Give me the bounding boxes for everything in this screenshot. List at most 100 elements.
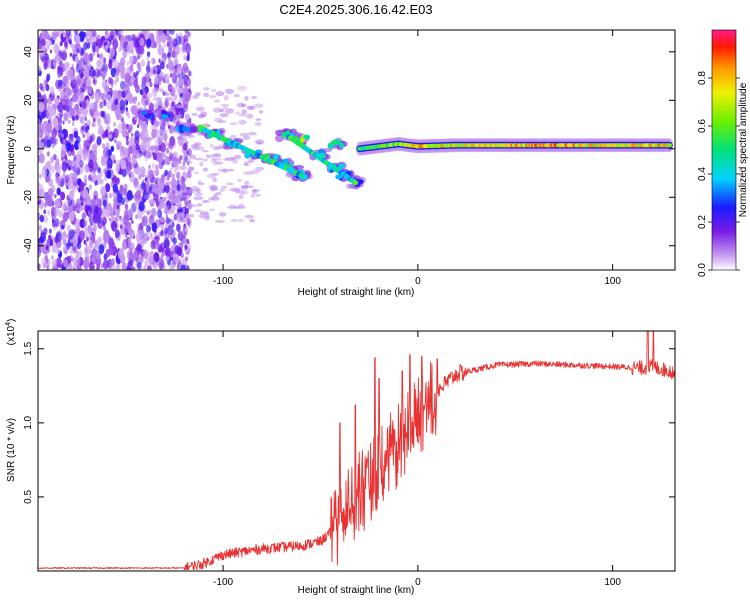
noise-cell — [186, 238, 190, 245]
noise-cell — [101, 211, 104, 216]
noise-cell — [186, 55, 190, 62]
noise-cell — [167, 83, 173, 93]
noise-cell — [177, 64, 182, 72]
noise-cell — [178, 180, 186, 183]
noise-cell — [127, 238, 131, 244]
noise-cell — [215, 91, 225, 97]
noise-cell — [153, 251, 160, 263]
noise-cell — [178, 206, 183, 213]
ridge-cell — [318, 149, 325, 154]
noise-cell — [63, 259, 68, 268]
noise-cell — [121, 90, 127, 99]
noise-cell — [179, 78, 185, 88]
noise-cell — [193, 196, 204, 201]
noise-cell — [53, 155, 56, 160]
noise-cell — [46, 151, 50, 157]
noise-cell — [135, 96, 138, 101]
noise-cell — [66, 142, 72, 152]
noise-cell — [172, 237, 177, 245]
noise-cell — [195, 106, 205, 112]
noise-cell — [183, 223, 186, 228]
noise-cell — [125, 109, 129, 116]
noise-cell — [137, 101, 140, 106]
noise-cell — [233, 154, 242, 160]
noise-cell — [106, 158, 113, 170]
noise-cell — [83, 42, 88, 51]
noise-cell — [78, 30, 85, 42]
noise-cell — [128, 124, 133, 132]
noise-cell — [68, 150, 71, 156]
noise-cell — [102, 199, 107, 207]
noise-cell — [148, 164, 151, 170]
noise-cell — [75, 250, 80, 258]
noise-cell — [119, 253, 126, 264]
noise-cell — [158, 58, 161, 63]
noise-cell — [43, 214, 49, 224]
noise-cell — [140, 47, 145, 55]
ridge-cell — [331, 139, 337, 146]
noise-cell — [110, 258, 115, 266]
noise-cell — [151, 184, 160, 189]
noise-cell — [168, 194, 177, 200]
noise-cell — [66, 30, 70, 34]
colorbar-tick-label: 0.2 — [697, 215, 708, 229]
noise-cell — [92, 173, 97, 182]
noise-cell — [144, 260, 149, 268]
noise-cell — [131, 255, 135, 262]
noise-cell — [62, 212, 69, 223]
noise-cell — [110, 170, 115, 178]
noise-cell — [151, 163, 155, 169]
colorbar-tick-label: 0.4 — [697, 167, 708, 181]
noise-cell — [238, 119, 247, 125]
noise-cell — [74, 30, 78, 35]
noise-cell — [153, 103, 159, 109]
noise-cell — [150, 213, 160, 216]
noise-cell — [230, 218, 238, 222]
ridge-cell — [182, 125, 188, 132]
noise-cell — [63, 112, 69, 122]
noise-cell — [177, 231, 184, 241]
noise-cell — [120, 159, 126, 170]
noise-cell — [84, 179, 88, 184]
noise-cell — [59, 41, 63, 47]
noise-cell — [38, 42, 42, 50]
noise-cell — [134, 130, 140, 141]
noise-cell — [178, 138, 182, 144]
noise-cell — [125, 89, 129, 94]
noise-cell — [82, 101, 87, 110]
noise-cell — [57, 101, 64, 113]
noise-cell — [103, 234, 109, 244]
noise-cell — [115, 210, 119, 215]
noise-cell — [51, 143, 55, 149]
noise-cell — [142, 215, 148, 227]
noise-cell — [119, 99, 126, 111]
noise-cell — [257, 142, 262, 145]
noise-cell — [148, 255, 154, 266]
noise-cell — [103, 225, 106, 231]
noise-cell — [113, 59, 119, 69]
noise-cell — [243, 171, 254, 175]
noise-cell — [90, 198, 96, 209]
noise-cell — [128, 145, 133, 155]
noise-cell — [86, 155, 91, 162]
noise-cell — [227, 168, 235, 172]
noise-cell — [83, 258, 90, 270]
noise-cell — [118, 47, 122, 52]
noise-cell — [142, 129, 149, 134]
noise-cell — [58, 50, 62, 57]
noise-cell — [85, 33, 88, 38]
noise-cell — [141, 136, 151, 142]
noise-cell — [113, 122, 116, 127]
noise-cell — [52, 258, 57, 268]
noise-cell — [82, 153, 87, 161]
noise-cell — [105, 183, 110, 190]
noise-cell — [58, 56, 61, 62]
noise-cell — [110, 78, 114, 85]
noise-cell — [43, 30, 49, 40]
noise-cell — [150, 103, 154, 110]
noise-cell — [167, 224, 174, 236]
noise-cell — [200, 111, 208, 117]
noise-cell — [171, 263, 175, 270]
noise-cell — [123, 215, 129, 226]
noise-cell — [115, 216, 119, 223]
